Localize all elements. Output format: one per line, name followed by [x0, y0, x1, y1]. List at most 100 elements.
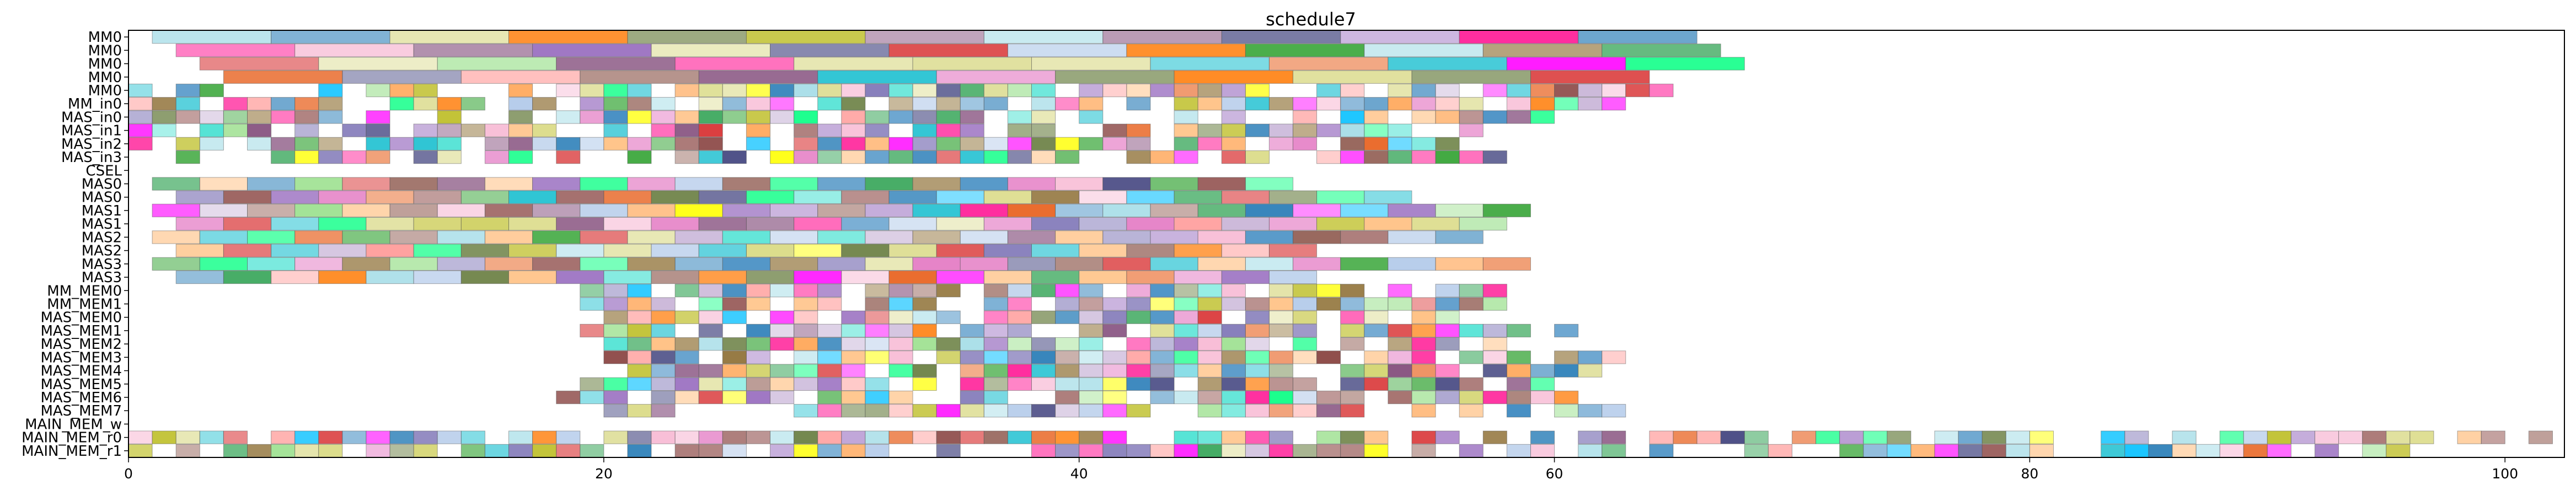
- task-bar: [175, 217, 224, 231]
- task-bar: [2481, 430, 2505, 444]
- task-bar: [460, 444, 485, 458]
- task-bar: [794, 217, 842, 231]
- task-bar: [1554, 83, 1579, 98]
- task-bar: [318, 150, 343, 164]
- task-bar: [865, 123, 890, 137]
- task-bar: [698, 430, 723, 444]
- task-bar: [2338, 430, 2363, 444]
- task-bar: [1435, 257, 1484, 271]
- y-tick-label: MAIN_MEM_r1: [22, 443, 122, 460]
- task-bar: [912, 404, 937, 418]
- task-bar: [247, 257, 296, 271]
- task-bar: [794, 364, 818, 378]
- task-bar: [746, 430, 771, 444]
- task-bar: [413, 150, 438, 164]
- task-bar: [1696, 430, 1721, 444]
- task-bar: [627, 30, 747, 44]
- task-bar: [960, 351, 984, 364]
- task-bar: [366, 444, 390, 458]
- task-bar: [722, 351, 747, 364]
- task-bar: [223, 70, 343, 84]
- task-bar: [342, 123, 367, 137]
- task-bar: [817, 430, 842, 444]
- task-bar: [698, 190, 747, 204]
- task-bar: [1388, 97, 1412, 111]
- task-bar: [1126, 444, 1151, 458]
- task-bar: [1031, 310, 1056, 324]
- task-bar: [1340, 377, 1365, 391]
- task-bar: [1150, 390, 1175, 405]
- y-tick-label: MAS_in0: [61, 109, 122, 126]
- task-bar: [1340, 310, 1365, 324]
- task-bar: [1031, 364, 1056, 378]
- task-bar: [865, 377, 890, 391]
- task-bar: [1197, 364, 1222, 378]
- task-bar: [603, 284, 628, 298]
- task-bar: [1435, 297, 1460, 311]
- task-bar: [1126, 244, 1175, 257]
- task-bar: [936, 310, 961, 324]
- task-bar: [1316, 297, 1341, 311]
- task-bar: [1340, 150, 1365, 164]
- task-bar: [1102, 257, 1151, 271]
- task-bar: [1364, 44, 1484, 57]
- task-bar: [1079, 404, 1104, 418]
- task-bar: [437, 430, 462, 444]
- task-bar: [1268, 351, 1293, 364]
- task-bar: [1007, 351, 1032, 364]
- task-bar: [603, 324, 628, 338]
- task-bar: [1245, 377, 1270, 391]
- task-bar: [888, 244, 937, 257]
- task-bar: [1506, 404, 1531, 418]
- task-bar: [413, 444, 438, 458]
- task-bar: [484, 137, 510, 150]
- task-bar: [389, 444, 414, 458]
- task-bar: [960, 324, 984, 338]
- task-bar: [651, 44, 770, 57]
- task-bar: [1435, 83, 1460, 98]
- task-bar: [1174, 390, 1198, 405]
- task-bar: [651, 337, 676, 351]
- task-bar: [437, 257, 485, 271]
- task-bar: [698, 123, 723, 137]
- task-bar: [770, 377, 795, 391]
- task-bar: [342, 150, 367, 164]
- task-bar: [674, 150, 699, 164]
- task-bar: [223, 190, 272, 204]
- task-bar: [841, 430, 866, 444]
- task-bar: [1268, 123, 1293, 137]
- task-bar: [722, 444, 747, 458]
- task-bar: [2243, 444, 2268, 458]
- task-bar: [983, 270, 1032, 284]
- task-bar: [223, 444, 248, 458]
- x-tick-label: 100: [2492, 466, 2518, 482]
- task-bar: [1506, 377, 1531, 391]
- task-bar: [532, 203, 581, 218]
- task-bar: [1055, 337, 1080, 351]
- task-bar: [1459, 390, 1484, 405]
- task-bar: [1554, 404, 1579, 418]
- task-bar: [413, 244, 462, 257]
- task-bar: [342, 177, 390, 191]
- task-bar: [1197, 444, 1222, 458]
- task-bar: [960, 364, 984, 378]
- task-bar: [983, 30, 1104, 44]
- task-bar: [770, 430, 795, 444]
- task-bar: [817, 230, 866, 244]
- task-bar: [1221, 270, 1270, 284]
- task-bar: [888, 97, 913, 111]
- task-bar: [1102, 137, 1127, 150]
- task-bar: [1197, 230, 1246, 244]
- y-tick-label: CSEL: [85, 163, 122, 179]
- task-bar: [1221, 217, 1270, 231]
- task-bar: [484, 444, 510, 458]
- task-bar: [508, 137, 533, 150]
- task-bar: [651, 270, 699, 284]
- task-bar: [841, 137, 866, 150]
- task-bar: [1268, 244, 1318, 257]
- task-bar: [1055, 257, 1104, 271]
- task-bar: [1174, 284, 1198, 298]
- task-bar: [1316, 150, 1341, 164]
- task-bar: [1340, 30, 1460, 44]
- task-bar: [366, 123, 390, 137]
